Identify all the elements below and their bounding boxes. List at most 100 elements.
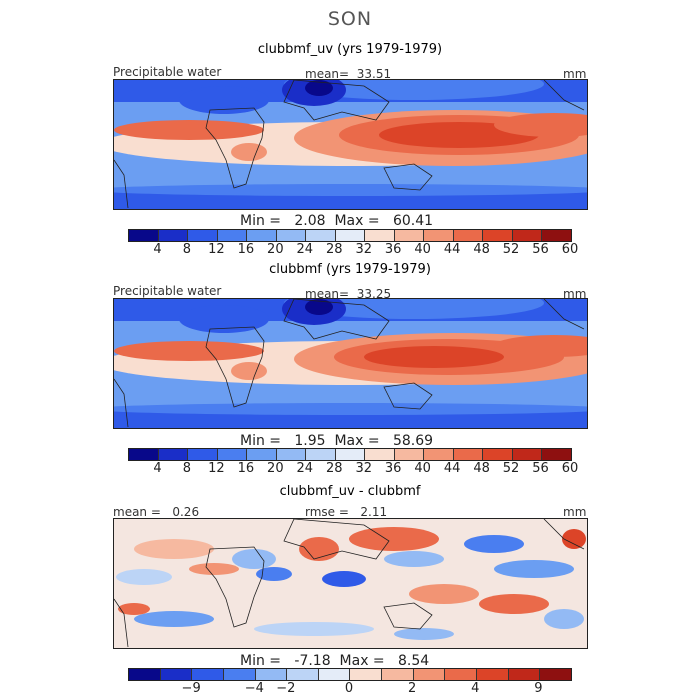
colorbar-tick-label: 44 (443, 242, 461, 257)
colorbar-tick-label: 12 (208, 242, 225, 257)
colorbar-swatch (365, 230, 395, 241)
colorbar-tick-label: 16 (237, 242, 255, 257)
panel-3-mean: mean = 0.26 (113, 505, 200, 519)
colorbar-tick-label: 20 (267, 461, 284, 476)
panel-3-map (113, 518, 588, 649)
anomaly-blob (394, 628, 454, 640)
colorbar-swatch (335, 230, 366, 241)
panel-2-mean: mean= 33.25 (305, 287, 392, 301)
pacific-itcz (494, 335, 587, 357)
panel-3-title: clubbmf_uv - clubbmf (279, 484, 421, 499)
colorbar-tick-label: 20 (267, 242, 284, 257)
colorbar-tick-label: 4 (153, 242, 162, 257)
colorbar-swatch (217, 449, 248, 460)
sahara-dry (179, 86, 269, 114)
panel-1-mean: mean= 33.51 (305, 67, 392, 81)
anomaly-blob (464, 535, 524, 553)
colorbar-swatch (394, 449, 425, 460)
panel-2-colorbar (128, 448, 572, 461)
colorbar-tick-label: 44 (443, 461, 461, 476)
australia-outline (383, 602, 433, 630)
anomaly-blob (134, 539, 214, 559)
colorbar-swatch (287, 669, 319, 680)
panel-3-colorbar (128, 668, 572, 681)
colorbar-tick-label: −9 (181, 681, 201, 696)
africa-outline (205, 326, 265, 408)
southern-band (114, 403, 587, 415)
colorbar-swatch (188, 230, 218, 241)
anomaly-blob (544, 609, 584, 629)
congo-moist (231, 362, 267, 380)
colorbar-tick-label: 32 (355, 242, 372, 257)
colorbar-tick-label: 8 (182, 242, 192, 257)
colorbar-tick-label: 36 (384, 242, 402, 257)
panel-1-minmax: Min = 2.08 Max = 60.41 (240, 213, 434, 229)
colorbar-tick-label: 8 (182, 461, 192, 476)
warm-pool-core (364, 346, 504, 368)
africa-outline (205, 546, 265, 628)
colorbar-swatch (188, 449, 218, 460)
south-america-outline (114, 159, 129, 209)
colorbar-tick-label: 48 (473, 461, 490, 476)
colorbar-tick-label: 24 (296, 461, 314, 476)
colorbar-swatch (483, 449, 513, 460)
colorbar-tick-label: 56 (532, 242, 549, 257)
colorbar-swatch (247, 230, 277, 241)
anomaly-blob (254, 622, 374, 636)
anomaly-blob (494, 560, 574, 578)
asia-outline (283, 299, 390, 340)
colorbar-tick-label: 28 (325, 242, 343, 257)
colorbar-swatch (247, 449, 277, 460)
colorbar-tick-label: 9 (534, 681, 543, 696)
north-america-outline (543, 299, 585, 330)
panel-2-map (113, 298, 588, 429)
south-america-outline (114, 598, 129, 648)
panel-2-units: mm (563, 287, 587, 301)
southern-band (114, 184, 587, 196)
colorbar-swatch (413, 669, 446, 680)
south-america-outline (114, 378, 129, 428)
colorbar-swatch (424, 230, 454, 241)
colorbar-tick-label: −4 (244, 681, 264, 696)
africa-outline (205, 107, 265, 189)
anomaly-blob (118, 603, 150, 615)
panel-1-colorbar (128, 229, 572, 242)
colorbar-tick-label: 56 (532, 461, 549, 476)
colorbar-swatch (540, 669, 571, 680)
colorbar-tick-label: 48 (473, 242, 490, 257)
panel-1-units: mm (563, 67, 587, 81)
colorbar-swatch (453, 230, 484, 241)
anomaly-blob (384, 551, 444, 567)
panel-2-variable-label: Precipitable water (113, 284, 222, 298)
colorbar-swatch (255, 669, 288, 680)
tibet-core (305, 80, 333, 96)
colorbar-swatch (508, 669, 541, 680)
atlantic-itcz (114, 341, 264, 361)
colorbar-swatch (158, 449, 189, 460)
colorbar-swatch (542, 449, 571, 460)
anomaly-blob (322, 571, 366, 587)
colorbar-tick-label: 12 (208, 461, 225, 476)
colorbar-tick-label: 36 (384, 461, 402, 476)
colorbar-swatch (192, 669, 224, 680)
colorbar-tick-label: 4 (471, 681, 480, 696)
colorbar-swatch (276, 449, 307, 460)
panel-3-rmse: rmse = 2.11 (305, 505, 388, 519)
tibet-core (305, 299, 333, 315)
asia-outline (283, 80, 390, 121)
panel-3-units: mm (563, 505, 587, 519)
australia-outline (383, 163, 433, 191)
colorbar-swatch (217, 230, 248, 241)
colorbar-tick-label: −2 (276, 681, 296, 696)
colorbar-tick-label: 60 (561, 242, 579, 257)
anomaly-blob (189, 563, 239, 575)
anomaly-blob (116, 569, 172, 585)
colorbar-swatch (424, 449, 454, 460)
panel-2-title: clubbmf (yrs 1979-1979) (269, 262, 431, 277)
panel-3-field (114, 519, 587, 648)
sahara-dry (179, 305, 269, 333)
colorbar-tick-label: 2 (408, 681, 417, 696)
panel-1-title: clubbmf_uv (yrs 1979-1979) (257, 42, 443, 57)
colorbar-tick-label: 24 (296, 242, 314, 257)
anomaly-blob (232, 549, 276, 569)
